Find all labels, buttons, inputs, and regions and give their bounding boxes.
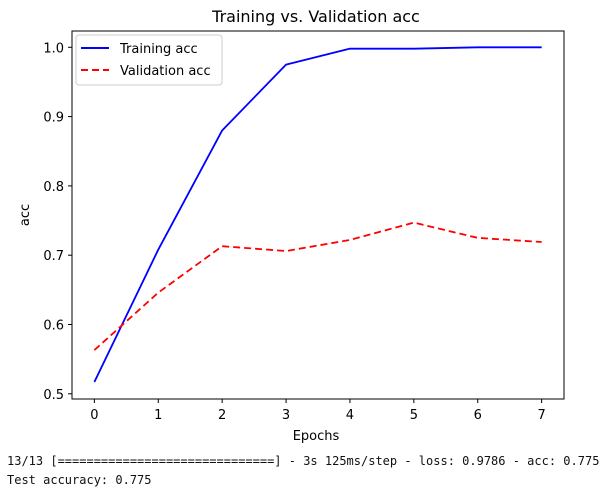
x-tick-label: 1 [154,408,162,423]
y-tick-label: 0.7 [43,249,64,264]
legend-box [75,34,223,86]
x-tick-label: 3 [282,408,290,423]
y-tick-label: 0.8 [43,180,64,195]
series-line-validation [93,221,542,351]
y-tick-label: 1.0 [43,41,64,56]
x-tick-label: 7 [537,408,545,423]
y-tick-label: 0.5 [43,388,64,403]
console-output-line: 13/13 [==============================] -… [7,454,600,468]
x-tick-label: 5 [410,408,418,423]
y-tick-label: 0.9 [43,111,64,126]
y-axis-label: acc [18,204,33,226]
x-tick-label: 6 [474,408,482,423]
x-tick-label: 0 [90,408,98,423]
test-accuracy-line: Test accuracy: 0.775 [7,473,152,487]
x-tick-label: 4 [346,408,354,423]
legend: Training acc Validation acc [75,34,223,86]
y-tick-label: 0.6 [43,318,64,333]
chart-title: Training vs. Validation acc [211,7,420,26]
x-tick-label: 2 [218,408,226,423]
x-axis-label: Epochs [293,429,340,444]
plot-area-frame [71,30,565,400]
line-chart: Training vs. Validation acc 0 1 2 3 4 5 6 7 0.5 0… [18,7,565,444]
legend-label-training: Training acc [119,42,198,57]
legend-label-validation: Validation acc [120,64,211,79]
series-line-training [93,46,542,383]
